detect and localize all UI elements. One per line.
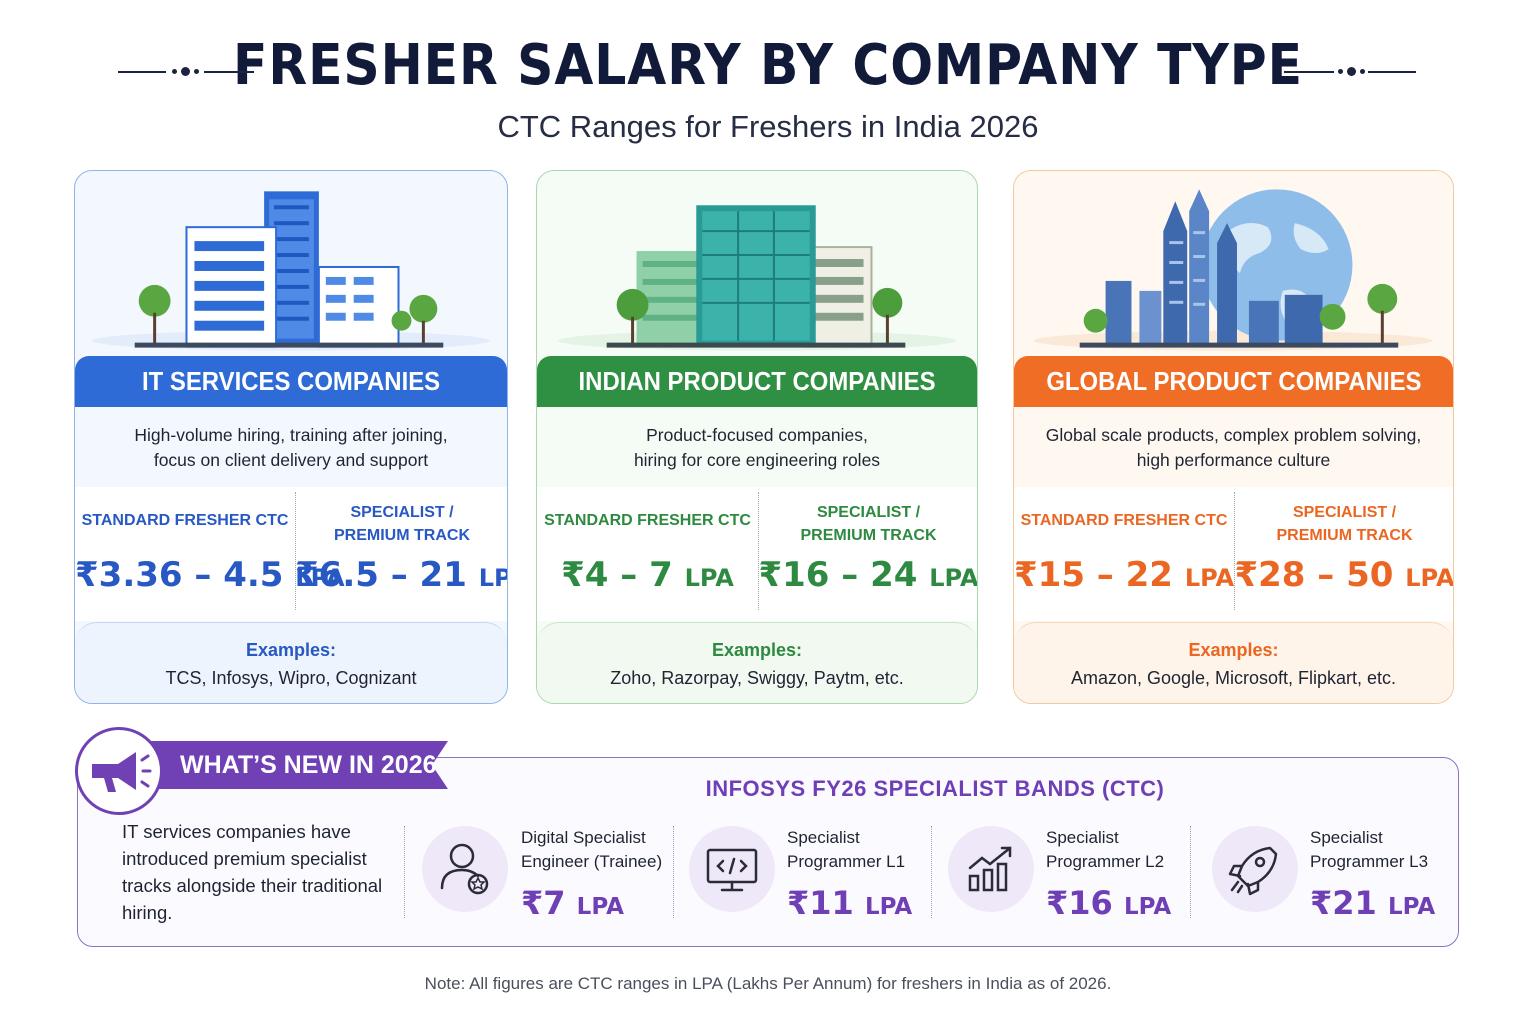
standard-ctc-label: STANDARD FRESHER CTC [81, 512, 289, 529]
title-ornament-right [1280, 62, 1420, 82]
card-description: Product-focused companies, hiring for co… [633, 425, 881, 470]
standard-ctc-label: STANDARD FRESHER CTC [1020, 512, 1228, 529]
bands-title: INFOSYS FY26 SPECIALIST BANDS (CTC) [705, 776, 1165, 801]
header: FRESHER SALARY BY COMPANY TYPE CTC Range… [0, 30, 1536, 146]
examples-heading: Examples: [245, 640, 337, 660]
standard-ctc-value: ₹4 – 7 LPA [561, 555, 734, 595]
glass-office-illustration [557, 205, 957, 351]
user-star-icon [422, 826, 508, 912]
whats-new-intro: IT services companies have introduced pr… [122, 821, 383, 923]
ctc-panel: STANDARD FRESHER CTC ₹3.36 – 4.5 LPA SPE… [75, 487, 507, 621]
premium-ctc: SPECIALIST /PREMIUM TRACK ₹6.5 – 21 LPA [295, 487, 508, 621]
card-heading: INDIAN PRODUCT COMPANIES [537, 356, 977, 407]
standard-ctc: STANDARD FRESHER CTC ₹3.36 – 4.5 LPA [75, 487, 345, 621]
premium-ctc: SPECIALIST / PREMIUM TRACK ₹16 – 24 LPA [758, 487, 978, 621]
card-description: Global scale products, complex problem s… [1045, 425, 1422, 470]
band-item-value: ₹7 LPA [521, 884, 624, 922]
whats-new-badge: WHAT’S NEW IN 2026 [180, 751, 437, 779]
band-item-name: Specialist Programmer L1 [787, 828, 906, 871]
premium-ctc-label: SPECIALIST / PREMIUM TRACK [1276, 504, 1413, 544]
standard-ctc: STANDARD FRESHER CTC ₹4 – 7 LPA [537, 487, 758, 621]
examples-list: Zoho, Razorpay, Swiggy, Paytm, etc. [610, 668, 904, 688]
card-global-product: GLOBAL PRODUCT COMPANIES Global scale pr… [1013, 170, 1454, 704]
card-heading: IT SERVICES COMPANIES [75, 356, 507, 407]
skyline-globe-illustration [1033, 189, 1433, 351]
page-subtitle: CTC Ranges for Freshers in India 2026 [497, 109, 1039, 144]
footnote: Note: All figures are CTC ranges in LPA … [424, 974, 1112, 993]
band-item-value: ₹21 LPA [1310, 884, 1436, 922]
standard-ctc-value: ₹3.36 – 4.5 LPA [75, 555, 345, 595]
rocket-icon [1212, 826, 1298, 912]
examples-heading: Examples: [711, 640, 803, 660]
examples-list: TCS, Infosys, Wipro, Cognizant [165, 668, 417, 688]
ctc-panel: STANDARD FRESHER CTC ₹4 – 7 LPA SPECIALI… [537, 487, 977, 621]
card-indian-product: INDIAN PRODUCT COMPANIES Product-focused… [536, 170, 978, 704]
page-title: FRESHER SALARY BY COMPANY TYPE [233, 33, 1303, 98]
standard-ctc-label: STANDARD FRESHER CTC [544, 512, 751, 529]
ctc-panel: STANDARD FRESHER CTC ₹15 – 22 LPA SPECIA… [1014, 487, 1453, 621]
premium-ctc-value: ₹6.5 – 21 LPA [295, 555, 508, 595]
examples-panel: Examples: Zoho, Razorpay, Swiggy, Paytm,… [537, 622, 977, 703]
monitor-code-icon [689, 826, 775, 912]
premium-ctc-value: ₹16 – 24 LPA [758, 555, 978, 595]
band-item-name: Specialist Programmer L2 [1046, 828, 1165, 871]
whats-new-ribbon [150, 741, 448, 789]
growth-chart-icon [948, 826, 1034, 912]
card-description: High-volume hiring, training after joini… [134, 425, 448, 470]
card-it-services: IT SERVICES COMPANIES High-volume hiring… [74, 170, 508, 704]
premium-ctc-label: SPECIALIST / PREMIUM TRACK [334, 504, 470, 544]
premium-ctc-value: ₹28 – 50 LPA [1234, 555, 1454, 595]
premium-ctc-label: SPECIALIST / PREMIUM TRACK [800, 504, 937, 544]
band-item-value: ₹11 LPA [787, 884, 913, 922]
band-item-name: Digital Specialist Engineer (Trainee) [521, 828, 663, 871]
office-buildings-illustration [91, 191, 491, 351]
premium-ctc: SPECIALIST / PREMIUM TRACK ₹28 – 50 LPA [1234, 487, 1454, 621]
standard-ctc: STANDARD FRESHER CTC ₹15 – 22 LPA [1014, 487, 1234, 621]
examples-list: Amazon, Google, Microsoft, Flipkart, etc… [1070, 668, 1397, 688]
examples-panel: Examples: TCS, Infosys, Wipro, Cognizant [75, 622, 507, 703]
band-item-name: Specialist Programmer L3 [1310, 828, 1429, 871]
standard-ctc-value: ₹15 – 22 LPA [1014, 555, 1235, 595]
megaphone-icon [75, 727, 163, 815]
band-item-value: ₹16 LPA [1046, 884, 1172, 922]
examples-panel: Examples: Amazon, Google, Microsoft, Fli… [1014, 622, 1453, 703]
title-ornament-left [118, 62, 258, 82]
examples-heading: Examples: [1188, 640, 1279, 660]
card-heading: GLOBAL PRODUCT COMPANIES [1014, 356, 1453, 407]
